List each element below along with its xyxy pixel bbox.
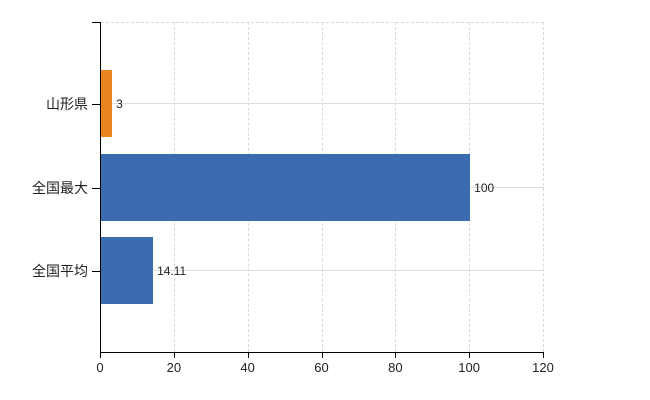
x-axis-tick-0 (100, 353, 101, 358)
bar-yamagata (101, 70, 113, 137)
category-label-yamagata: 山形県 (46, 96, 88, 112)
horizontal-gridline-2 (101, 270, 544, 271)
bar-national-average (101, 237, 154, 304)
x-tick-label-60: 60 (314, 360, 329, 375)
value-label-national-max: 100 (474, 181, 495, 195)
bar-national-max (101, 154, 471, 221)
x-tick-label-40: 40 (240, 360, 255, 375)
y-axis-tick-1 (92, 188, 100, 189)
plot-area: 3 100 14.11 (100, 22, 544, 353)
value-label-national-average: 14.11 (157, 264, 187, 278)
x-axis-tick-80 (395, 353, 397, 358)
horizontal-gridline-0 (101, 103, 544, 104)
category-label-national-max: 全国最大 (32, 180, 88, 196)
x-axis-tick-20 (173, 353, 175, 358)
value-label-yamagata: 3 (116, 97, 123, 111)
x-tick-label-100: 100 (458, 360, 480, 375)
x-tick-label-0: 0 (96, 360, 104, 375)
x-tick-label-120: 120 (532, 360, 554, 375)
y-axis-top-tick (92, 22, 100, 23)
x-axis-tick-40 (247, 353, 249, 358)
category-label-national-average: 全国平均 (32, 263, 88, 279)
plot-top-gridline (101, 22, 544, 23)
x-tick-label-20: 20 (166, 360, 182, 375)
x-axis-tick-60 (321, 353, 323, 358)
x-axis-tick-100 (469, 353, 471, 358)
y-axis-tick-2 (92, 271, 100, 272)
x-axis-tick-120 (543, 353, 544, 358)
y-axis-tick-0 (92, 104, 100, 105)
x-tick-label-80: 80 (388, 360, 403, 375)
